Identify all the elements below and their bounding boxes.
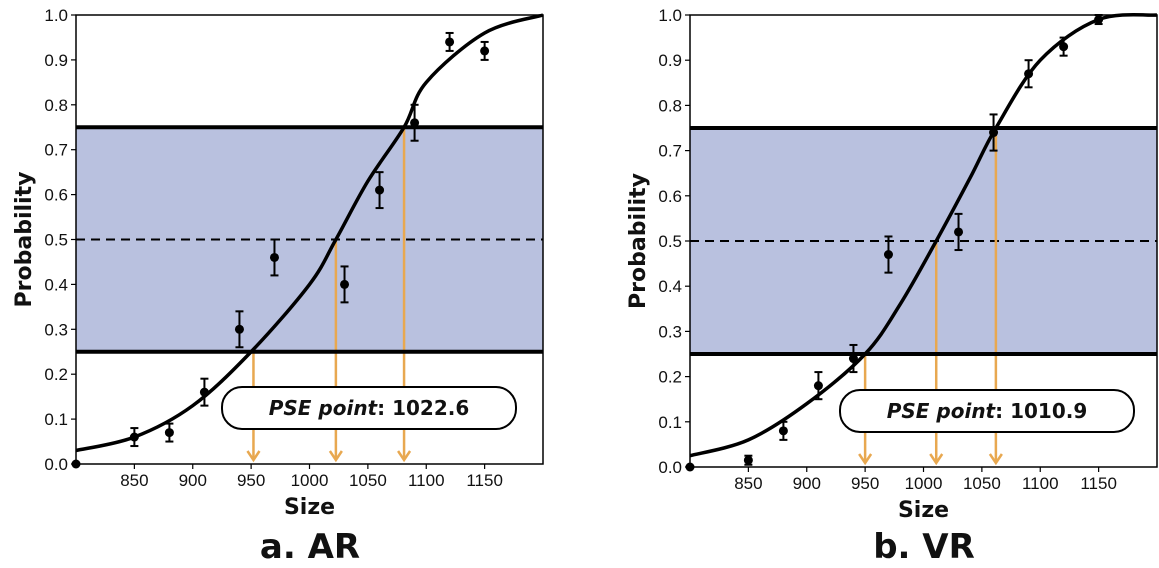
- y-tick-label: 1.0: [44, 6, 68, 25]
- data-point: [1024, 69, 1034, 79]
- x-axis-label: Size: [284, 495, 335, 520]
- data-point: [445, 37, 455, 47]
- x-tick-label: 850: [120, 471, 148, 490]
- y-tick-label: 0.0: [44, 455, 68, 474]
- data-point: [848, 354, 858, 364]
- data-point: [813, 381, 823, 391]
- panel-label: a. AR: [260, 527, 360, 567]
- y-tick-label: 0.5: [658, 232, 682, 251]
- fit-curve: [75, 13, 544, 453]
- x-tick-label: 950: [237, 471, 265, 490]
- arrow-head-2: [397, 450, 412, 463]
- data-point: [743, 455, 753, 465]
- x-tick-label: 850: [734, 474, 762, 493]
- y-tick-label: 0.5: [44, 231, 68, 250]
- y-tick-label: 0.3: [658, 322, 682, 341]
- y-tick-label: 0.4: [44, 275, 68, 294]
- y-tick-label: 0.8: [44, 96, 68, 115]
- pse-label-prefix: PSE point: [887, 399, 997, 423]
- data-point: [269, 252, 279, 262]
- y-tick-label: 0.6: [44, 186, 68, 205]
- y-tick-label: 0.9: [658, 51, 682, 70]
- y-tick-label: 0.1: [44, 410, 68, 429]
- y-tick-label: 0.8: [658, 96, 682, 115]
- x-axis-label: Size: [898, 498, 949, 523]
- pse-label-box: [839, 389, 1135, 433]
- data-point: [234, 324, 244, 334]
- data-point: [989, 128, 999, 138]
- data-point: [778, 426, 788, 436]
- arrow-head-0: [246, 450, 261, 463]
- x-tick-label: 1050: [349, 471, 387, 490]
- y-tick-label: 0.7: [44, 141, 68, 160]
- x-tick-label: 900: [793, 474, 821, 493]
- pse-label-value: 1010.9: [1010, 399, 1087, 423]
- x-tick-label: 1000: [905, 474, 943, 493]
- data-point: [129, 432, 139, 442]
- y-tick-label: 0.6: [658, 187, 682, 206]
- chart-panel-vr: 0.0 0.1 0.2 0.3 0.4 0.5 0.6 0.7 0.8 0.9 1.0 850 900 9…: [626, 6, 1158, 567]
- data-point: [199, 387, 209, 397]
- y-axis-label: Probability: [12, 172, 37, 308]
- arrow-head-0: [858, 453, 873, 466]
- x-tick-label: 1100: [408, 471, 445, 490]
- y-tick-label: 0.0: [658, 458, 682, 477]
- pse-label-colon: :: [377, 396, 392, 420]
- y-tick-label: 0.4: [658, 277, 682, 296]
- panel-label: b. VR: [873, 527, 975, 567]
- y-axis-label: Probability: [626, 173, 651, 309]
- data-point: [1059, 42, 1069, 52]
- pse-label-value: 1022.6: [392, 396, 469, 420]
- x-tick-label: 1150: [1080, 474, 1117, 493]
- x-tick-label: 950: [851, 474, 879, 493]
- data-point: [883, 250, 893, 260]
- arrow-head-1: [328, 450, 343, 463]
- pse-label: PSE point: 1022.6: [269, 396, 470, 420]
- pse-label-prefix: PSE point: [269, 396, 379, 420]
- y-tick-label: 0.2: [658, 368, 682, 387]
- arrow-head-2: [988, 453, 1003, 466]
- y-tick-label: 0.2: [44, 365, 68, 384]
- x-tick-label: 1000: [291, 471, 329, 490]
- data-point: [954, 227, 964, 237]
- chart-panel-ar: 0.0 0.1 0.2 0.3 0.4 0.5 0.6 0.7 0.8 0.9 1.0 850 900 9…: [12, 6, 544, 567]
- data-point: [480, 46, 490, 56]
- pse-label: PSE point: 1010.9: [887, 399, 1088, 423]
- data-point: [164, 428, 174, 438]
- data-point: [1094, 15, 1104, 25]
- pse-label-box: [221, 386, 517, 430]
- x-tick-label: 1150: [466, 471, 503, 490]
- y-tick-label: 0.9: [44, 51, 68, 70]
- y-tick-label: 1.0: [658, 6, 682, 25]
- data-point: [340, 279, 350, 289]
- y-tick-label: 0.3: [44, 320, 68, 339]
- x-tick-label: 1100: [1022, 474, 1059, 493]
- data-points: [71, 31, 490, 469]
- y-tick-label: 0.7: [658, 142, 682, 161]
- y-tick-label: 0.1: [658, 413, 682, 432]
- x-tick-label: 900: [179, 471, 207, 490]
- arrow-head-1: [929, 453, 944, 466]
- data-point: [410, 118, 420, 128]
- data-point: [375, 185, 385, 195]
- pse-label-colon: :: [995, 399, 1010, 423]
- fit-curve: [689, 12, 1158, 458]
- x-tick-label: 1050: [963, 474, 1001, 493]
